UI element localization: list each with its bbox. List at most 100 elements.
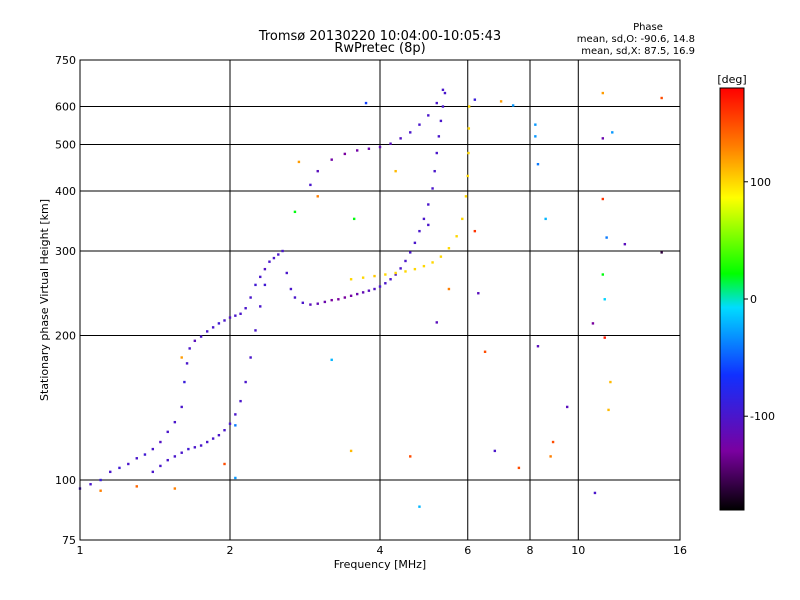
data-point — [433, 169, 436, 173]
data-point — [183, 380, 186, 384]
x-tick-label: 4 — [377, 544, 384, 557]
phase-box-title: Phase — [633, 22, 663, 33]
data-point — [467, 151, 470, 155]
y-tick-label: 600 — [55, 101, 76, 114]
data-point — [205, 330, 209, 333]
data-point — [223, 462, 226, 466]
data-point — [427, 223, 430, 227]
data-point — [151, 447, 155, 451]
data-point — [187, 447, 190, 451]
data-point — [199, 335, 203, 338]
data-point — [244, 380, 247, 384]
data-point — [443, 91, 447, 95]
data-point — [591, 322, 595, 325]
data-point — [99, 489, 102, 492]
data-point — [534, 135, 537, 138]
data-point — [373, 274, 376, 278]
y-tick-label: 300 — [55, 245, 76, 258]
data-point — [188, 347, 191, 350]
data-point — [159, 440, 162, 444]
plot-frame — [79, 59, 681, 541]
x-tick-label: 10 — [571, 544, 585, 557]
data-point — [609, 380, 612, 384]
data-point — [441, 88, 445, 92]
data-point — [180, 405, 183, 409]
grid-lines — [80, 60, 680, 540]
data-point — [337, 298, 340, 301]
data-point — [180, 356, 183, 359]
data-point — [623, 242, 627, 246]
data-point — [355, 149, 359, 152]
data-point — [349, 278, 353, 281]
data-point — [473, 98, 477, 101]
x-tick-label: 6 — [464, 544, 471, 557]
data-point — [109, 470, 112, 474]
data-point — [239, 399, 242, 403]
data-point — [228, 422, 232, 425]
x-axis-label: Frequency [MHz] — [334, 558, 426, 571]
data-point — [447, 287, 451, 291]
data-point — [135, 457, 138, 460]
data-points — [78, 88, 663, 508]
data-point — [151, 470, 155, 474]
data-point — [349, 294, 353, 297]
data-point — [89, 483, 92, 486]
y-tick-label: 200 — [55, 330, 76, 343]
data-point — [297, 160, 301, 164]
data-point — [461, 217, 464, 221]
y-tick-label: 100 — [55, 474, 76, 487]
data-point — [343, 296, 347, 299]
data-point — [173, 487, 177, 490]
data-point — [234, 413, 237, 416]
colorbar-tick-label: 100 — [750, 176, 771, 189]
phase-box-line-x: mean, sd,X: 87.5, 16.9 — [581, 46, 695, 57]
data-point — [352, 217, 356, 221]
data-point — [166, 430, 169, 434]
y-axis-ticks: 75 100 200 300 400 500 600 750 — [55, 54, 76, 547]
data-point — [409, 131, 412, 134]
data-point — [277, 253, 280, 256]
data-point — [483, 350, 487, 353]
data-point — [293, 296, 297, 299]
data-point — [249, 296, 252, 299]
data-point — [234, 476, 237, 480]
x-tick-label: 8 — [527, 544, 534, 557]
data-point — [447, 247, 451, 250]
data-point — [223, 319, 226, 322]
data-point — [422, 264, 426, 268]
data-point — [418, 505, 421, 508]
data-point — [493, 449, 497, 453]
data-point — [343, 152, 347, 156]
data-point — [384, 282, 387, 285]
data-point — [413, 241, 417, 245]
chart-title: Tromsø 20130220 10:04:00-10:05:43 — [258, 29, 501, 44]
data-point — [330, 358, 333, 362]
data-point — [135, 485, 138, 488]
data-point — [418, 123, 421, 126]
data-point — [199, 444, 203, 447]
data-point — [418, 229, 421, 233]
colorbar-tick-label: -100 — [750, 410, 775, 423]
data-point — [394, 273, 397, 276]
data-point — [409, 455, 412, 458]
data-point — [660, 96, 663, 100]
data-point — [193, 339, 197, 343]
y-tick-label: 750 — [55, 54, 76, 67]
data-point — [439, 119, 443, 123]
data-point — [268, 260, 271, 263]
data-point — [166, 458, 169, 462]
data-point — [607, 408, 610, 412]
data-point — [330, 158, 333, 161]
data-point — [330, 298, 333, 302]
data-point — [127, 462, 130, 466]
data-point — [427, 203, 430, 206]
data-point — [316, 302, 319, 305]
data-point — [435, 151, 438, 155]
data-point — [217, 433, 221, 437]
data-point — [205, 440, 209, 444]
data-point — [285, 271, 288, 275]
data-point — [301, 301, 305, 305]
data-point — [413, 267, 417, 271]
data-point — [217, 322, 221, 325]
